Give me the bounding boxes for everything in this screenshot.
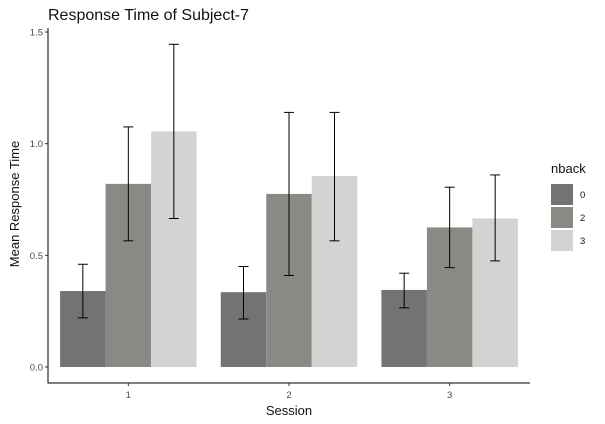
y-tick-label: 1.0 (30, 139, 43, 150)
error-bar-session-1-nback-3 (168, 43, 179, 219)
y-tick-label: 1.5 (30, 28, 43, 39)
error-bar-session-1-nback-0 (77, 263, 88, 319)
plot-area (60, 43, 518, 367)
error-bar-session-1-nback-2 (123, 126, 134, 242)
legend-key-3 (551, 230, 573, 251)
legend-title: nback (551, 161, 586, 176)
y-axis-title: Mean Response Time (7, 141, 22, 267)
x-axis-title: Session (266, 403, 312, 418)
chart-title: Response Time of Subject-7 (48, 7, 249, 24)
x-axis: 1 2 3 (47, 382, 530, 401)
y-axis: 0.0 0.5 1.0 1.5 (30, 28, 49, 384)
y-tick-label: 0.5 (30, 251, 43, 262)
y-tick-label: 0.0 (30, 363, 43, 374)
legend-label-3: 3 (580, 236, 585, 247)
error-bar-session-2-nback-2 (284, 111, 294, 276)
error-bar-session-3-nback-0 (399, 272, 410, 309)
error-bar-session-2-nback-0 (238, 266, 249, 320)
legend-key-2 (551, 207, 573, 228)
error-bar-session-3-nback-3 (490, 174, 501, 262)
error-bar-session-3-nback-2 (444, 186, 455, 269)
legend-key-0 (551, 184, 573, 205)
legend: nback 0 2 3 (551, 161, 586, 251)
x-tick-label: 3 (447, 390, 452, 401)
legend-label-0: 0 (580, 190, 585, 201)
error-bar-session-2-nback-3 (329, 111, 340, 242)
x-tick-label: 2 (286, 390, 291, 401)
x-tick-label: 1 (126, 390, 131, 401)
legend-label-2: 2 (580, 213, 585, 224)
